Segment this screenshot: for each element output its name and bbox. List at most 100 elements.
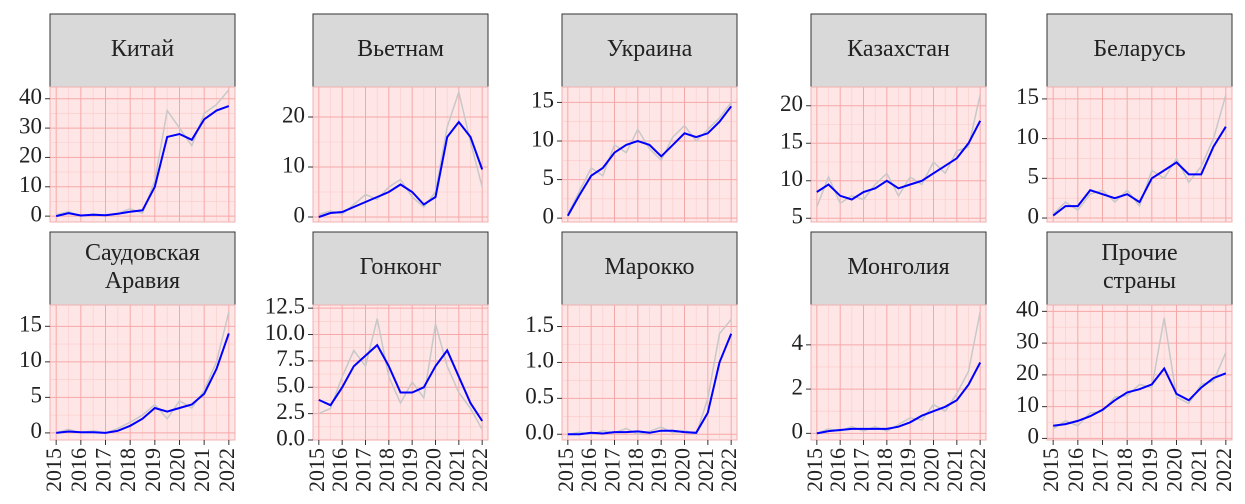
data-line bbox=[318, 120, 484, 218]
panel-title: Аравия bbox=[105, 268, 180, 294]
data-line bbox=[567, 333, 733, 436]
y-tick-label: 0.5 bbox=[525, 384, 554, 409]
y-tick-label: 0.0 bbox=[276, 425, 305, 450]
data-line bbox=[318, 318, 483, 430]
y-tick-label: 10 bbox=[1016, 392, 1039, 417]
x-tick-label: 2017 bbox=[351, 448, 376, 492]
x-tick-label: 2022 bbox=[1211, 448, 1236, 492]
data-line bbox=[567, 101, 732, 215]
y-tick-label: 15 bbox=[531, 88, 554, 113]
x-tick-label: 2017 bbox=[91, 448, 116, 492]
x-tick-label: 2019 bbox=[397, 448, 422, 492]
x-tick-label: 2018 bbox=[374, 448, 399, 492]
y-tick-label: 10 bbox=[19, 347, 42, 372]
x-tick-label: 2016 bbox=[66, 448, 91, 492]
y-tick-label: 0 bbox=[31, 201, 43, 226]
strip bbox=[810, 13, 987, 88]
y-tick-label: 5 bbox=[543, 165, 555, 190]
x-tick-label: 2015 bbox=[1038, 448, 1063, 492]
x-tick-label: 2017 bbox=[1088, 448, 1113, 492]
y-tick-label: 20 bbox=[282, 102, 305, 127]
data-line bbox=[55, 105, 230, 218]
y-tick-label: 12.5 bbox=[265, 293, 305, 318]
x-tick-label: 2022 bbox=[467, 448, 492, 492]
x-tick-label: 2019 bbox=[1137, 448, 1162, 492]
x-tick-label: 2022 bbox=[716, 448, 741, 492]
panel-title: Беларусь bbox=[1093, 36, 1185, 62]
y-tick-label: 15 bbox=[780, 129, 803, 154]
panel-title: Монголия bbox=[847, 254, 949, 280]
x-tick-label: 2019 bbox=[895, 448, 920, 492]
strip bbox=[561, 231, 738, 306]
data-line bbox=[56, 333, 230, 434]
x-tick-label: 2015 bbox=[802, 448, 827, 492]
data-line bbox=[566, 105, 732, 217]
x-tick-label: 2017 bbox=[600, 448, 625, 492]
strip bbox=[312, 231, 489, 306]
x-tick-label: 2021 bbox=[444, 448, 469, 492]
x-tick-label: 2016 bbox=[1063, 448, 1088, 492]
x-tick-label: 2020 bbox=[165, 448, 190, 492]
x-tick-label: 2022 bbox=[214, 448, 239, 492]
strip bbox=[561, 13, 738, 88]
x-tick-label: 2020 bbox=[670, 448, 695, 492]
panel-title: Китай bbox=[111, 36, 174, 62]
data-line bbox=[816, 362, 982, 435]
panel-title: страны bbox=[1103, 268, 1176, 294]
panel-title: Гонконг bbox=[360, 254, 442, 280]
y-tick-label: 20 bbox=[1016, 360, 1039, 385]
y-tick-label: 30 bbox=[19, 113, 42, 138]
y-tick-label: 5 bbox=[792, 204, 804, 229]
y-tick-label: 40 bbox=[1016, 297, 1039, 322]
x-tick-label: 2021 bbox=[1186, 448, 1211, 492]
y-tick-label: 10 bbox=[19, 172, 42, 197]
x-tick-label: 2020 bbox=[1162, 448, 1187, 492]
y-tick-label: 15 bbox=[1016, 84, 1039, 109]
y-tick-label: 2 bbox=[792, 374, 804, 399]
x-tick-label: 2022 bbox=[965, 448, 990, 492]
y-tick-label: 5 bbox=[31, 383, 43, 408]
x-tick-label: 2021 bbox=[942, 448, 967, 492]
x-tick-label: 2015 bbox=[41, 448, 66, 492]
strip bbox=[312, 13, 489, 88]
panel-title: Вьетнам bbox=[357, 36, 444, 62]
strip bbox=[810, 231, 987, 306]
y-tick-label: 0 bbox=[792, 419, 804, 444]
y-tick-label: 10 bbox=[282, 152, 305, 177]
y-tick-label: 30 bbox=[1016, 328, 1039, 353]
y-tick-label: 20 bbox=[780, 91, 803, 116]
panel-title: Марокко bbox=[604, 254, 694, 280]
y-tick-label: 1.0 bbox=[525, 348, 554, 373]
y-tick-label: 10 bbox=[1016, 124, 1039, 149]
y-tick-label: 0 bbox=[31, 418, 43, 443]
x-tick-label: 2015 bbox=[553, 448, 578, 492]
y-tick-label: 0.0 bbox=[525, 420, 554, 445]
y-tick-label: 15 bbox=[19, 312, 42, 337]
y-tick-label: 40 bbox=[19, 84, 42, 109]
panel-title: Саудовская bbox=[85, 240, 200, 266]
y-tick-label: 0 bbox=[1028, 203, 1040, 228]
strip bbox=[1046, 231, 1233, 306]
y-tick-label: 5.0 bbox=[276, 373, 305, 398]
y-tick-label: 0 bbox=[543, 203, 555, 228]
x-tick-label: 2021 bbox=[189, 448, 214, 492]
panel-title: Прочие bbox=[1101, 240, 1177, 266]
strip bbox=[1046, 13, 1233, 88]
y-tick-label: 0 bbox=[294, 202, 306, 227]
data-line bbox=[1053, 366, 1227, 427]
y-tick-label: 10 bbox=[531, 126, 554, 151]
y-tick-label: 1.5 bbox=[525, 312, 554, 337]
x-tick-label: 2018 bbox=[623, 448, 648, 492]
x-tick-label: 2018 bbox=[872, 448, 897, 492]
x-tick-label: 2016 bbox=[825, 448, 850, 492]
data-line bbox=[816, 120, 982, 201]
y-tick-label: 10.0 bbox=[265, 320, 305, 345]
y-tick-label: 4 bbox=[792, 330, 804, 355]
y-tick-label: 0 bbox=[1028, 424, 1040, 449]
strip bbox=[49, 13, 236, 88]
data-line bbox=[1052, 94, 1227, 215]
x-tick-label: 2020 bbox=[919, 448, 944, 492]
x-tick-label: 2015 bbox=[304, 448, 329, 492]
x-tick-label: 2017 bbox=[849, 448, 874, 492]
data-line bbox=[318, 343, 484, 422]
